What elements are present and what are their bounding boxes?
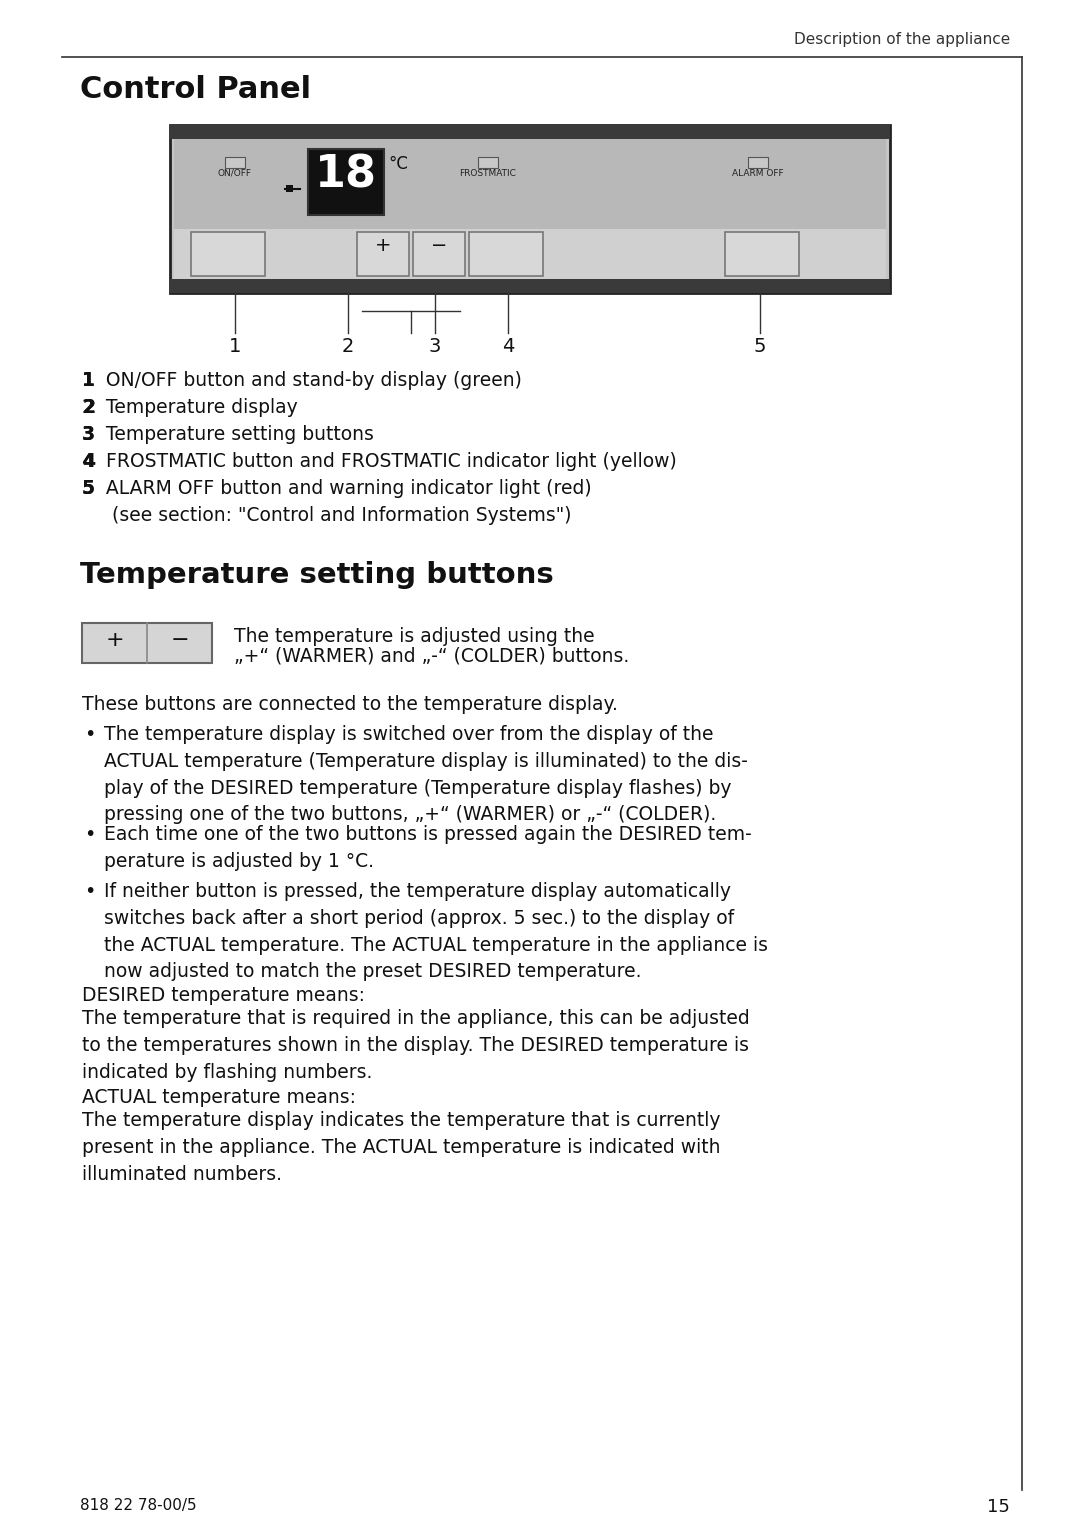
Text: 3: 3 [429,336,442,356]
Text: The temperature display indicates the temperature that is currently
present in t: The temperature display indicates the te… [82,1112,720,1183]
FancyBboxPatch shape [413,232,465,277]
Text: °C: °C [388,154,408,173]
Text: 1: 1 [82,372,95,390]
Text: The temperature display is switched over from the display of the
ACTUAL temperat: The temperature display is switched over… [104,725,747,824]
Text: 4: 4 [502,336,514,356]
Text: −: − [171,630,189,650]
Text: 5: 5 [754,336,766,356]
FancyBboxPatch shape [469,232,543,277]
Text: ALARM OFF: ALARM OFF [732,170,784,177]
Text: 3: 3 [82,425,95,443]
Text: Description of the appliance: Description of the appliance [794,32,1010,47]
Text: Control Panel: Control Panel [80,75,311,104]
Text: (see section: "Control and Information Systems"): (see section: "Control and Information S… [82,506,571,524]
Text: +: + [105,630,124,650]
Bar [174,229,886,278]
Text: 18: 18 [315,153,377,196]
Text: +: + [375,235,391,255]
Text: ON/OFF: ON/OFF [218,170,252,177]
Text: 1: 1 [82,372,95,390]
Bar [82,622,212,664]
Bar [478,157,498,168]
Bar [170,125,890,139]
Text: −: − [431,235,447,255]
Text: 1  ON/OFF button and stand-by display (green): 1 ON/OFF button and stand-by display (gr… [82,372,522,390]
Text: „+“ (WARMER) and „-“ (COLDER) buttons.: „+“ (WARMER) and „-“ (COLDER) buttons. [234,647,630,667]
Text: 4: 4 [82,453,95,471]
Text: 15: 15 [987,1498,1010,1515]
Text: FROSTMATIC: FROSTMATIC [460,170,516,177]
Text: 818 22 78-00/5: 818 22 78-00/5 [80,1498,197,1514]
Text: 2  Temperature display: 2 Temperature display [82,398,298,417]
Text: ACTUAL temperature means:: ACTUAL temperature means: [82,1089,356,1107]
Bar [225,157,245,168]
Text: Each time one of the two buttons is pressed again the DESIRED tem-
perature is a: Each time one of the two buttons is pres… [104,826,752,872]
Text: •: • [84,725,95,745]
Text: 1: 1 [229,336,241,356]
Text: 5: 5 [82,479,95,498]
Text: 4  FROSTMATIC button and FROSTMATIC indicator light (yellow): 4 FROSTMATIC button and FROSTMATIC indic… [82,453,677,471]
Text: •: • [84,826,95,844]
Text: 2: 2 [341,336,354,356]
Text: 2: 2 [82,398,95,417]
Text: 5  ALARM OFF button and warning indicator light (red): 5 ALARM OFF button and warning indicator… [82,479,592,498]
Bar [174,139,886,229]
Text: DESIRED temperature means:: DESIRED temperature means: [82,986,365,1005]
Bar [170,125,890,294]
Text: 4: 4 [82,453,95,471]
Text: These buttons are connected to the temperature display.: These buttons are connected to the tempe… [82,696,618,714]
Text: If neither button is pressed, the temperature display automatically
switches bac: If neither button is pressed, the temper… [104,882,768,982]
FancyBboxPatch shape [191,232,265,277]
Text: 5: 5 [82,479,95,498]
Bar [286,185,293,193]
Text: The temperature that is required in the appliance, this can be adjusted
to the t: The temperature that is required in the … [82,1009,750,1083]
Bar [170,278,890,294]
Text: •: • [84,882,95,901]
FancyBboxPatch shape [725,232,799,277]
Text: 3  Temperature setting buttons: 3 Temperature setting buttons [82,425,374,443]
Text: Temperature setting buttons: Temperature setting buttons [80,561,554,589]
FancyBboxPatch shape [357,232,409,277]
Text: The temperature is adjusted using the: The temperature is adjusted using the [234,627,595,645]
Bar [308,148,384,216]
Bar [748,157,768,168]
Text: 2: 2 [82,398,95,417]
Text: 3: 3 [82,425,95,443]
